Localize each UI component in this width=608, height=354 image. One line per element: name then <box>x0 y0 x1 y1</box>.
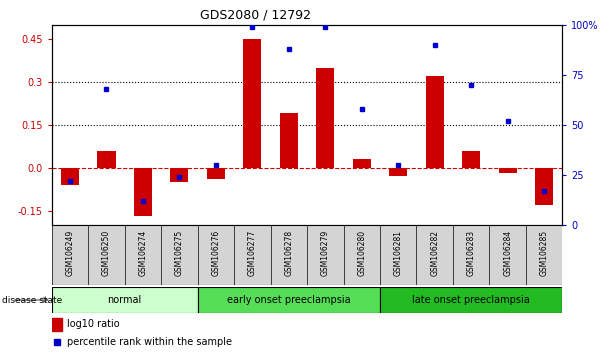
Bar <box>353 159 371 168</box>
Text: GSM106250: GSM106250 <box>102 230 111 276</box>
Text: GSM106281: GSM106281 <box>394 230 402 276</box>
Bar <box>198 287 380 313</box>
Bar <box>61 168 79 185</box>
Bar <box>207 168 225 179</box>
Bar <box>52 287 198 313</box>
Text: disease state: disease state <box>2 296 62 304</box>
Text: GSM106279: GSM106279 <box>321 230 330 276</box>
Bar <box>243 39 261 168</box>
Bar <box>316 68 334 168</box>
Text: percentile rank within the sample: percentile rank within the sample <box>67 337 232 347</box>
Bar <box>426 76 444 168</box>
Bar <box>134 168 152 216</box>
Bar <box>97 150 116 168</box>
Text: GSM106278: GSM106278 <box>285 230 293 276</box>
Text: GSM106276: GSM106276 <box>212 230 220 276</box>
Text: GSM106277: GSM106277 <box>248 230 257 276</box>
Text: GSM106284: GSM106284 <box>503 230 512 276</box>
Bar <box>499 168 517 173</box>
Text: late onset preeclampsia: late onset preeclampsia <box>412 295 530 305</box>
Text: GDS2080 / 12792: GDS2080 / 12792 <box>200 9 311 22</box>
Bar <box>389 168 407 176</box>
Bar <box>280 113 298 168</box>
Text: GSM106285: GSM106285 <box>540 230 548 276</box>
Text: GSM106249: GSM106249 <box>66 230 74 276</box>
Bar <box>380 287 562 313</box>
Bar <box>535 168 553 205</box>
Bar <box>52 318 62 331</box>
Text: GSM106280: GSM106280 <box>358 230 366 276</box>
Bar <box>462 150 480 168</box>
Text: log10 ratio: log10 ratio <box>67 319 120 329</box>
Text: GSM106282: GSM106282 <box>430 230 439 276</box>
Text: GSM106274: GSM106274 <box>139 230 147 276</box>
Text: GSM106275: GSM106275 <box>175 230 184 276</box>
Text: GSM106283: GSM106283 <box>467 230 475 276</box>
Text: early onset preeclampsia: early onset preeclampsia <box>227 295 351 305</box>
Text: normal: normal <box>108 295 142 305</box>
Bar <box>170 168 188 182</box>
